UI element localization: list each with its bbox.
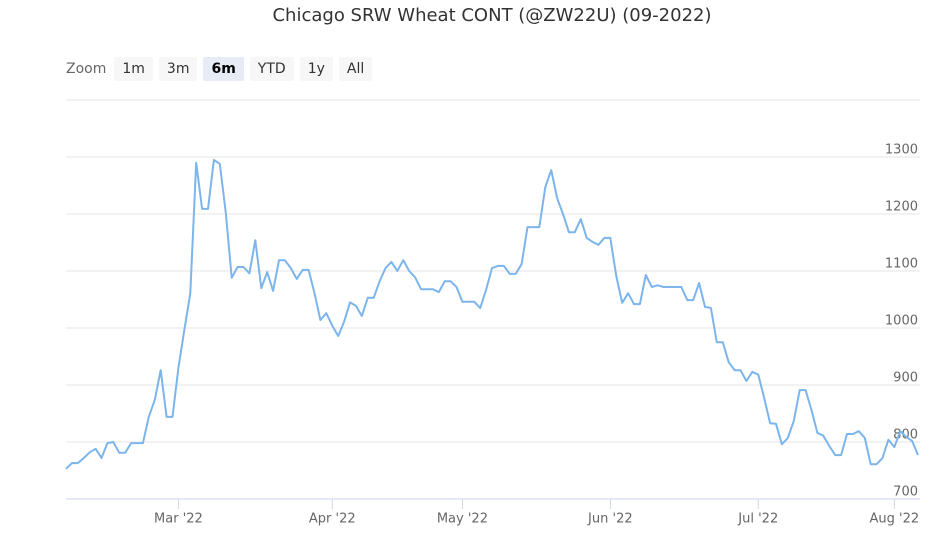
x-tick-label: Jun '22 bbox=[587, 512, 633, 527]
y-tick-label: 1100 bbox=[885, 257, 918, 272]
chart-title: Chicago SRW Wheat CONT (@ZW22U) (09-2022… bbox=[272, 5, 711, 26]
zoom-button[interactable]: 6m bbox=[203, 57, 244, 81]
zoom-label: Zoom bbox=[66, 61, 107, 77]
x-tick-label: Mar '22 bbox=[154, 512, 203, 527]
x-tick-label: Jul '22 bbox=[737, 512, 778, 527]
y-tick-label: 700 bbox=[893, 485, 918, 500]
range-selector: Zoom 1m 3m 6m YTD 1y All bbox=[66, 56, 373, 82]
y-tick-label: 900 bbox=[893, 371, 918, 386]
zoom-button[interactable]: 1m bbox=[114, 57, 153, 81]
price-line bbox=[65, 158, 919, 470]
zoom-button[interactable]: 3m bbox=[158, 57, 198, 81]
y-tick-label: 1300 bbox=[885, 143, 918, 158]
x-tick-label: May '22 bbox=[437, 512, 488, 527]
y-tick-label: 1200 bbox=[885, 200, 918, 215]
zoom-button[interactable]: All bbox=[338, 57, 373, 81]
x-tick-label: Aug '22 bbox=[870, 512, 920, 527]
x-tick-label: Apr '22 bbox=[309, 512, 356, 527]
zoom-button[interactable]: 1y bbox=[299, 57, 333, 81]
zoom-button[interactable]: YTD bbox=[249, 57, 294, 81]
y-tick-label: 1000 bbox=[885, 314, 918, 329]
